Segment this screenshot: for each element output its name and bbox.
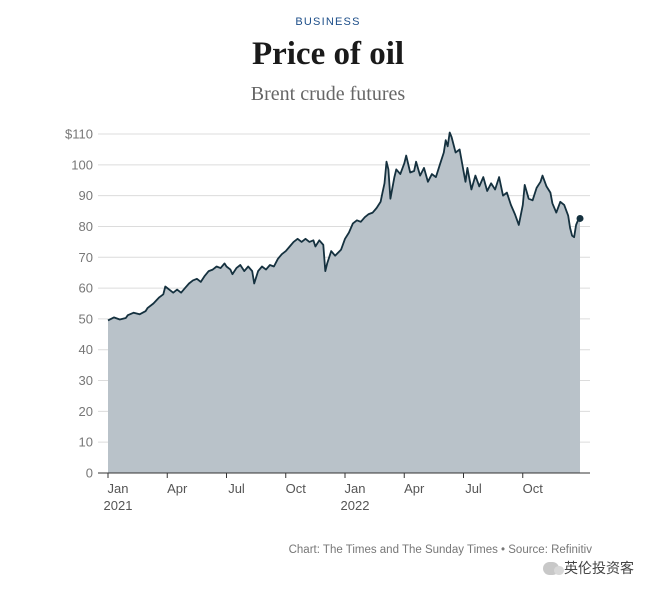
x-tick-label: Apr	[167, 481, 188, 496]
x-tick-label: Oct	[523, 481, 544, 496]
x-tick-year-label: 2022	[341, 498, 370, 513]
price-line	[107, 131, 581, 322]
watermark-text: 英伦投资客	[564, 561, 634, 577]
y-tick-label: 100	[71, 157, 93, 172]
y-tick-label: 50	[79, 311, 93, 326]
latest-price-marker	[576, 214, 584, 222]
price-area-fill	[108, 132, 580, 473]
y-tick-label: 70	[79, 250, 93, 265]
x-tick-label: Oct	[286, 481, 307, 496]
plot-area	[107, 131, 584, 473]
chart-subtitle: Brent crude futures	[250, 83, 406, 105]
y-tick-label: 90	[79, 188, 93, 203]
x-tick-label: Jul	[465, 481, 482, 496]
y-tick-label: 80	[79, 219, 93, 234]
y-tick-label: 0	[86, 466, 93, 481]
chat-bubble-icon	[543, 561, 564, 575]
chart-title: Price of oil	[251, 36, 405, 72]
y-tick-label: 30	[79, 373, 93, 388]
x-tick-label: Apr	[404, 481, 425, 496]
watermark: 英伦投资客	[543, 558, 634, 578]
y-tick-label: 20	[79, 404, 93, 419]
y-tick-label: $110	[65, 127, 93, 142]
y-tick-label: 10	[79, 435, 93, 450]
source-credit: Chart: The Times and The Sunday Times • …	[288, 544, 592, 556]
x-tick-label: Jan	[345, 481, 366, 496]
y-tick-label: 60	[79, 281, 93, 296]
x-tick-label: Jan	[108, 481, 129, 496]
x-tick-year-label: 2021	[104, 498, 133, 513]
x-tick-label: Jul	[228, 481, 245, 496]
x-axis-labels: Jan 2021 Apr Jul Oct Jan 2022 Apr Jul Oct	[104, 473, 544, 513]
section-label: BUSINESS	[295, 16, 361, 28]
y-axis-labels: 0 10 20 30 40 50 60 70 80 90 100 $110	[65, 127, 93, 481]
y-tick-label: 40	[79, 342, 93, 357]
